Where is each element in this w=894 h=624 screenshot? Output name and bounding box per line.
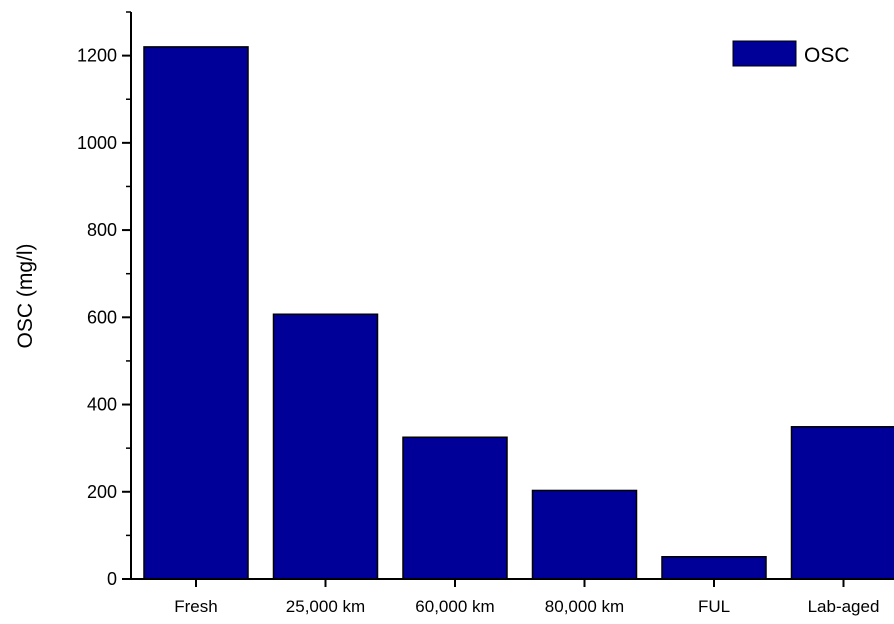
bar-3: [531, 489, 638, 580]
x-category-label: Fresh: [174, 597, 217, 616]
y-axis-title: OSC (mg/l): [14, 244, 37, 349]
y-tick-label: 0: [107, 569, 117, 589]
bar-5: [790, 426, 894, 580]
y-tick-label: 600: [87, 307, 117, 327]
bars-group: [143, 46, 894, 580]
y-tick-label: 1200: [77, 46, 117, 66]
y-tick-label: 400: [87, 395, 117, 415]
bar-1: [272, 313, 379, 580]
x-category-label: FUL: [698, 597, 730, 616]
axes-group: [130, 12, 894, 580]
y-tick-label: 200: [87, 482, 117, 502]
x-labels-group: Fresh 25,000 km 60,000 km 80,000 km FUL Lab-a…: [174, 579, 879, 616]
x-category-label: 60,000 km: [415, 597, 494, 616]
y-ticks-group: 0 200 400 600 800 1000 1200: [77, 11, 131, 589]
bar-4: [661, 556, 767, 580]
bar-2: [402, 436, 508, 580]
x-category-label: 80,000 km: [545, 597, 624, 616]
legend-label: OSC: [804, 44, 850, 67]
bar-0: [143, 46, 249, 580]
legend: OSC: [732, 40, 850, 67]
legend-swatch: [732, 40, 797, 67]
x-category-label: Lab-aged: [808, 597, 880, 616]
x-category-label: 25,000 km: [286, 597, 365, 616]
y-tick-label: 1000: [77, 133, 117, 153]
y-tick-label: 800: [87, 220, 117, 240]
